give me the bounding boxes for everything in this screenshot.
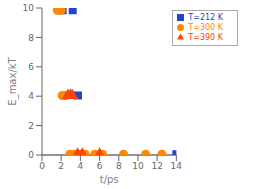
svg-text:14: 14 bbox=[171, 161, 183, 171]
svg-text:6: 6 bbox=[97, 161, 103, 171]
svg-text:0: 0 bbox=[28, 150, 34, 160]
svg-text:12: 12 bbox=[151, 161, 162, 171]
html-text:T=212 K: T=212 K bbox=[188, 13, 223, 22]
svg-text:2: 2 bbox=[28, 121, 34, 131]
html-text:T=300 K: T=300 K bbox=[188, 23, 223, 32]
svg-text:6: 6 bbox=[28, 62, 34, 72]
svg-text:8: 8 bbox=[28, 33, 34, 43]
svg-text:2: 2 bbox=[58, 161, 64, 171]
svg-text:10: 10 bbox=[23, 3, 35, 13]
svg-text:10: 10 bbox=[132, 161, 144, 171]
svg-text:0: 0 bbox=[39, 161, 45, 171]
svg-text:E_max/kT: E_max/kT bbox=[7, 56, 19, 105]
svg-text:4: 4 bbox=[28, 91, 34, 101]
svg-text:8: 8 bbox=[116, 161, 122, 171]
svg-text:t/ps: t/ps bbox=[100, 174, 119, 185]
svg-text:4: 4 bbox=[78, 161, 84, 171]
html-text:T=390 K: T=390 K bbox=[188, 33, 223, 42]
